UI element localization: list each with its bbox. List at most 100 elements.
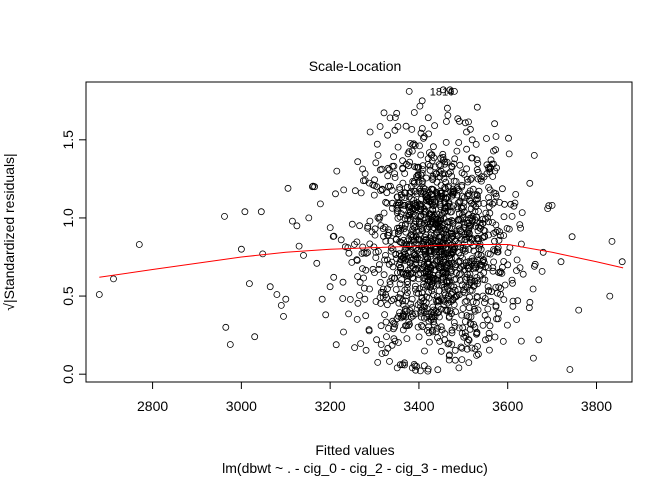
data-point — [392, 236, 400, 244]
data-point — [293, 222, 301, 230]
data-point — [359, 165, 367, 173]
data-point — [436, 192, 443, 200]
data-point — [548, 201, 556, 209]
data-point — [489, 219, 496, 226]
data-point — [446, 218, 454, 226]
data-point — [430, 309, 438, 317]
data-point — [378, 350, 386, 357]
data-point — [385, 182, 392, 190]
data-point — [531, 262, 538, 270]
data-point — [460, 199, 468, 206]
data-point — [452, 178, 460, 185]
data-point — [417, 212, 425, 220]
data-point — [318, 295, 326, 303]
data-point — [429, 198, 437, 206]
data-point — [403, 289, 411, 297]
data-point — [273, 291, 281, 298]
data-point — [237, 245, 245, 253]
data-point — [485, 183, 493, 191]
data-point — [414, 323, 422, 331]
data-point — [457, 343, 465, 351]
data-point — [457, 258, 464, 265]
data-point — [386, 281, 394, 288]
data-point — [332, 341, 340, 349]
data-point — [513, 256, 521, 264]
data-point — [382, 198, 390, 206]
data-point — [332, 190, 339, 198]
data-point — [241, 208, 249, 216]
data-point — [385, 229, 393, 237]
data-point — [399, 164, 407, 172]
data-point — [357, 340, 365, 348]
data-point — [526, 179, 534, 187]
x-tick-label: 3800 — [581, 398, 612, 414]
data-point — [445, 312, 453, 320]
data-point — [473, 166, 481, 174]
data-point — [288, 217, 296, 225]
data-point — [424, 160, 432, 168]
data-point — [440, 194, 447, 202]
data-point — [457, 269, 465, 277]
data-point — [396, 199, 404, 207]
data-point — [444, 306, 452, 314]
data-point — [504, 261, 512, 269]
data-point — [455, 216, 463, 224]
data-point — [442, 118, 450, 125]
data-point — [434, 303, 442, 310]
data-point — [405, 241, 413, 249]
data-point — [516, 221, 524, 229]
data-point — [374, 247, 382, 255]
data-point — [429, 176, 437, 184]
data-point — [474, 277, 481, 285]
data-point — [463, 175, 471, 183]
data-point — [427, 316, 435, 323]
data-point — [422, 216, 430, 224]
data-point — [392, 251, 400, 259]
data-point — [451, 245, 459, 253]
data-point — [458, 311, 466, 319]
data-point — [353, 256, 361, 264]
data-point — [419, 283, 427, 291]
data-point — [509, 279, 516, 287]
data-point — [420, 302, 428, 310]
data-point — [445, 200, 453, 208]
data-point — [439, 269, 447, 277]
data-point — [448, 163, 456, 171]
data-point — [387, 247, 395, 255]
y-axis-label: √|Standardized residuals| — [1, 153, 17, 310]
data-point — [403, 183, 411, 191]
data-point — [464, 262, 472, 269]
data-point — [376, 278, 384, 286]
data-point — [415, 163, 423, 171]
data-point — [445, 352, 453, 360]
data-point — [354, 299, 362, 307]
data-point — [295, 242, 303, 250]
data-point — [435, 313, 443, 321]
data-point — [366, 285, 373, 293]
data-point — [411, 285, 419, 293]
smooth-line — [99, 244, 624, 278]
data-point — [395, 299, 403, 307]
data-point — [440, 289, 448, 297]
data-point — [356, 291, 363, 299]
data-point — [405, 318, 413, 326]
data-point — [413, 362, 421, 370]
data-point — [473, 292, 481, 300]
data-point — [461, 230, 469, 238]
data-point — [384, 164, 392, 172]
data-point — [491, 247, 499, 255]
data-point — [433, 192, 441, 200]
data-point — [514, 297, 522, 305]
data-point — [499, 337, 507, 345]
data-point — [443, 307, 451, 315]
data-point — [485, 194, 493, 202]
data-point — [397, 191, 405, 199]
scatter-points — [95, 86, 626, 375]
data-point — [479, 321, 487, 329]
data-point — [337, 236, 345, 244]
data-point — [329, 233, 337, 240]
data-point — [377, 341, 385, 348]
data-point — [418, 306, 426, 314]
data-point — [468, 217, 476, 225]
